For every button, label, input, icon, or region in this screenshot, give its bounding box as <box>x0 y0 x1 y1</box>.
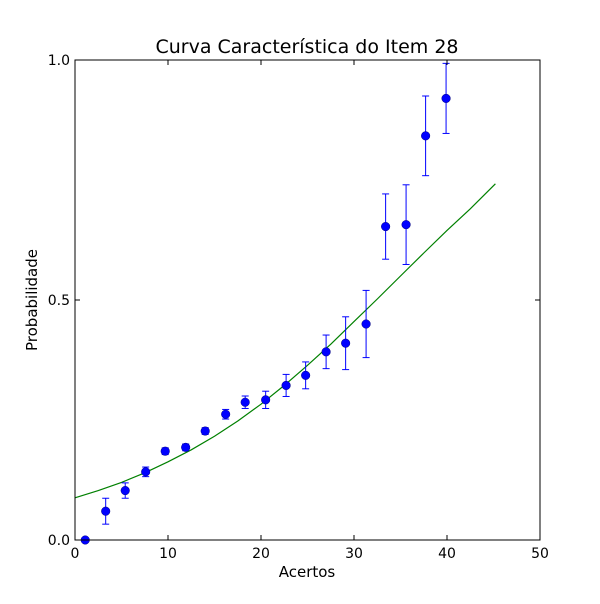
x-tick-label: 10 <box>159 546 177 562</box>
data-point <box>261 395 271 405</box>
data-point <box>240 397 250 407</box>
data-point <box>341 338 351 348</box>
data-point <box>221 409 231 419</box>
axis-ticks: 0 10 20 30 40 50 0.0 0.5 1.0 <box>48 53 549 562</box>
data-point <box>101 506 111 516</box>
y-tick-label: 0.0 <box>48 533 70 549</box>
x-tick-label: 50 <box>531 546 549 562</box>
data-point <box>141 467 151 477</box>
data-point <box>421 131 431 141</box>
data-point <box>120 486 130 496</box>
fitted-curve-line <box>74 183 496 499</box>
x-tick-label: 20 <box>252 546 270 562</box>
x-tick-label: 40 <box>438 546 456 562</box>
data-point <box>441 93 451 103</box>
data-point <box>181 442 191 452</box>
y-tick-label: 1.0 <box>48 53 70 69</box>
data-point <box>401 220 411 230</box>
data-point <box>160 446 170 456</box>
x-axis-label: Acertos <box>279 563 336 581</box>
x-tick-label: 30 <box>345 546 363 562</box>
y-tick-label: 0.5 <box>48 293 70 309</box>
chart-title: Curva Característica do Item 28 <box>155 36 458 58</box>
data-point <box>321 347 331 357</box>
data-point <box>301 370 311 380</box>
data-point <box>200 426 210 436</box>
data-point <box>281 380 291 390</box>
x-tick-label: 0 <box>71 546 80 562</box>
y-axis-label: Probabilidade <box>23 249 41 351</box>
data-point <box>361 319 371 329</box>
data-point <box>381 222 391 232</box>
plot-area <box>74 62 496 545</box>
axes-frame <box>74 59 541 541</box>
